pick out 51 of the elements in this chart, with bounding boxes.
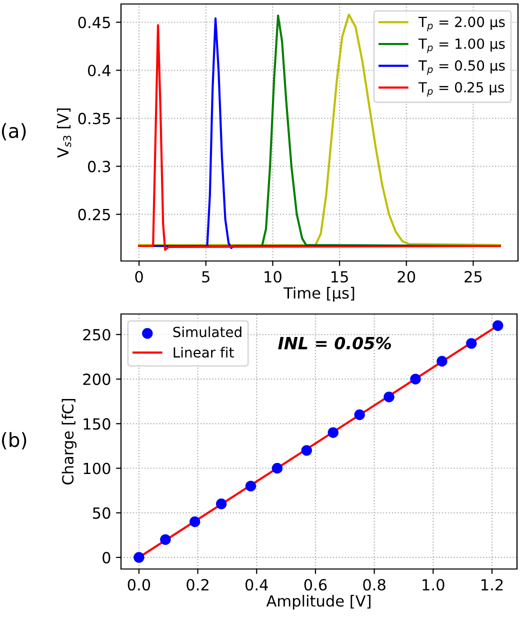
legend-label: T$_{p}$ = 1.00 μs — [418, 38, 505, 54]
y-tick-label: 0.4 — [88, 64, 110, 76]
x-tick-label: 0.2 — [186, 578, 208, 591]
annotation: INL = 0.05% — [278, 336, 391, 350]
x-axis-title: Time [μs] — [284, 286, 354, 302]
x-tick-label: 0 — [135, 270, 143, 283]
x-tick-label: 15 — [332, 271, 348, 283]
y-tick-label: 0.35 — [78, 112, 110, 124]
x-tick-label: 5 — [202, 271, 210, 283]
x-tick-label: 0.4 — [245, 578, 268, 591]
point — [134, 552, 144, 563]
y-tick-label: 150 — [84, 418, 110, 430]
text: (a) — [2, 123, 26, 140]
legend-label: T$_{p}$ = 0.25 μs — [418, 82, 504, 97]
point — [384, 392, 394, 402]
point — [354, 409, 365, 420]
y-tick-label: 0.25 — [78, 208, 110, 220]
legend-label: T$_{p}$ = 2.00 μs — [418, 16, 505, 32]
x-tick-label: 1.0 — [422, 578, 444, 591]
x-tick-label: 20 — [398, 270, 416, 283]
x-tick-label: 0.6 — [304, 578, 327, 591]
y-tick-label: 0.45 — [78, 16, 110, 28]
point — [216, 498, 227, 510]
point — [328, 427, 338, 438]
x-tick-label: 1.2 — [482, 578, 503, 590]
y-tick-label: 0 — [102, 552, 110, 564]
x-axis-title: Amplitude [V] — [266, 594, 370, 610]
legend-label: Linear fit — [174, 346, 234, 358]
y-tick-label: 0.3 — [88, 160, 110, 172]
y-tick-label: 200 — [83, 374, 110, 386]
point — [189, 516, 200, 528]
point — [436, 356, 448, 367]
point — [410, 374, 421, 384]
y-tick-label: 50 — [93, 507, 110, 519]
x-tick-label: 0.8 — [363, 578, 386, 591]
point — [245, 480, 256, 492]
legend-label: T$_{p}$ = 0.50 μs — [418, 60, 505, 75]
point — [492, 320, 504, 331]
point — [160, 534, 171, 545]
x-tick-label: 25 — [464, 270, 482, 283]
legend-label: Simulated — [173, 326, 242, 338]
x-tick-label: 10 — [264, 270, 282, 283]
y-axis-title: Charge [fC] — [62, 398, 77, 484]
text: (b) — [2, 432, 26, 450]
y-axis-title: V$_{s3}$ [V] — [56, 108, 72, 158]
y-tick-label: 250 — [83, 328, 110, 341]
point — [466, 338, 477, 349]
point — [272, 462, 283, 474]
x-tick-label: 0.0 — [128, 578, 150, 591]
y-tick-label: 100 — [84, 462, 110, 474]
point — [301, 445, 312, 456]
